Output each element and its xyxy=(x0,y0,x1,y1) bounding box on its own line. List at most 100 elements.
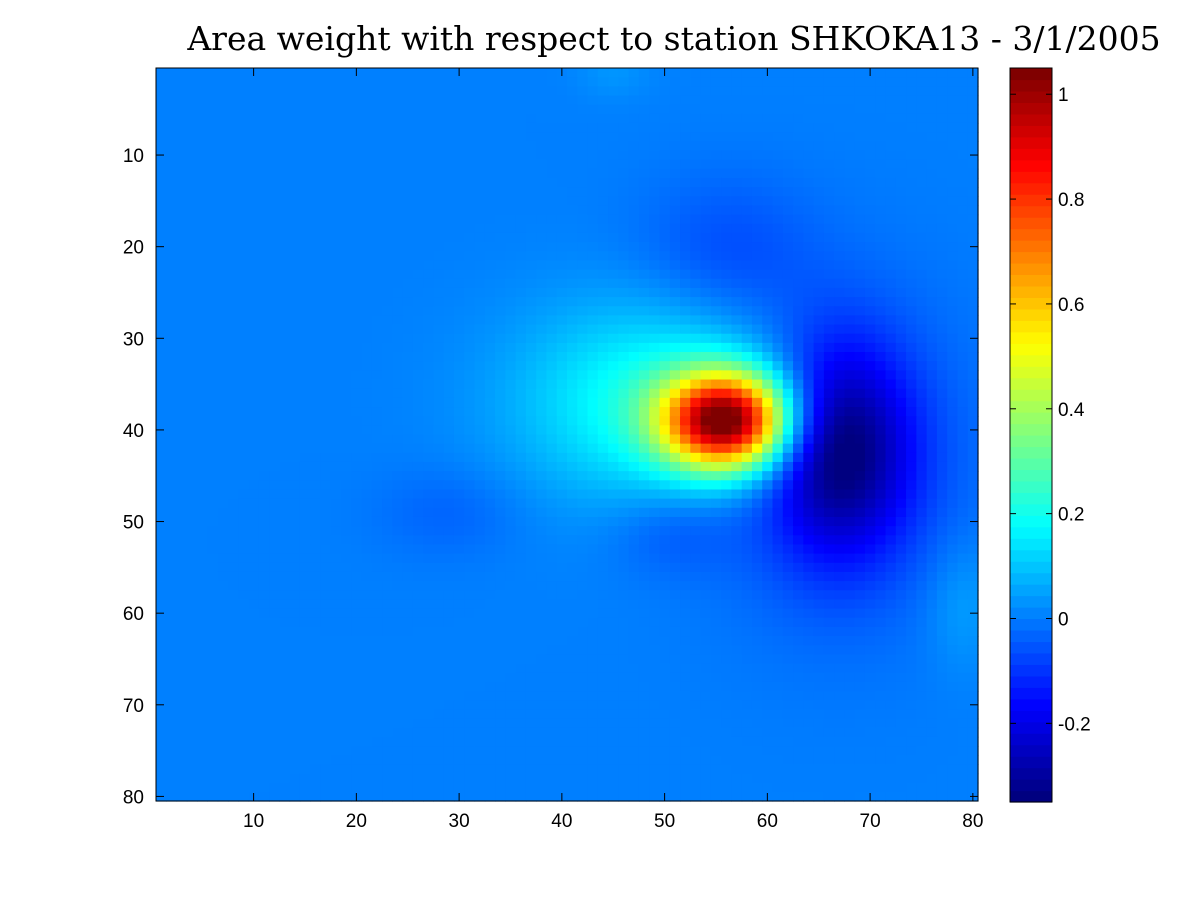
heatmap-cell xyxy=(628,104,640,115)
heatmap-cell xyxy=(834,581,846,591)
heatmap-cell xyxy=(351,86,363,97)
heatmap-cell xyxy=(217,122,229,133)
heatmap-cell xyxy=(299,562,311,573)
heatmap-cell xyxy=(443,196,455,207)
heatmap-cell xyxy=(957,388,969,399)
heatmap-cell xyxy=(916,77,928,87)
heatmap-cell xyxy=(423,434,435,445)
heatmap-cell xyxy=(834,626,846,637)
heatmap-cell xyxy=(844,205,856,216)
heatmap-cell xyxy=(443,260,455,271)
heatmap-cell xyxy=(793,526,804,536)
heatmap-cell xyxy=(772,388,784,399)
heatmap-cell xyxy=(967,223,979,234)
heatmap-cell xyxy=(197,269,208,280)
heatmap-cell xyxy=(392,461,404,472)
heatmap-cell xyxy=(310,590,322,601)
heatmap-cell xyxy=(793,315,804,326)
heatmap-cell xyxy=(618,260,630,271)
heatmap-cell xyxy=(556,223,568,234)
heatmap-cell xyxy=(423,242,435,252)
heatmap-cell xyxy=(186,187,198,197)
heatmap-cell xyxy=(166,388,178,399)
heatmap-cell xyxy=(474,177,486,188)
heatmap-cell xyxy=(690,416,702,426)
heatmap-cell xyxy=(628,461,640,472)
heatmap-cell xyxy=(320,86,332,97)
heatmap-cell xyxy=(382,461,393,472)
heatmap-cell xyxy=(618,553,630,564)
heatmap-cell xyxy=(638,251,650,262)
heatmap-cell xyxy=(957,159,969,170)
heatmap-cell xyxy=(638,581,650,591)
heatmap-cell xyxy=(156,416,167,426)
heatmap-cell xyxy=(721,361,733,371)
heatmap-cell xyxy=(587,315,599,326)
heatmap-cell xyxy=(608,397,619,408)
heatmap-cell xyxy=(721,461,733,472)
heatmap-cell xyxy=(751,104,763,115)
heatmap-cell xyxy=(710,590,722,601)
heatmap-cell xyxy=(926,168,938,179)
heatmap-cell xyxy=(772,278,784,289)
heatmap-cell xyxy=(495,342,506,353)
heatmap-cell xyxy=(597,480,609,491)
heatmap-cell xyxy=(484,489,496,500)
heatmap-cell xyxy=(320,361,332,371)
heatmap-cell xyxy=(464,260,476,271)
heatmap-cell xyxy=(166,553,178,564)
heatmap-cell xyxy=(864,122,876,133)
heatmap-cell xyxy=(392,342,404,353)
heatmap-cell xyxy=(803,269,815,280)
heatmap-cell xyxy=(464,425,476,436)
heatmap-cell xyxy=(597,132,609,142)
heatmap-cell xyxy=(906,86,917,97)
heatmap-cell xyxy=(484,553,496,564)
heatmap-cell xyxy=(310,159,322,170)
heatmap-cell xyxy=(340,636,352,646)
heatmap-cell xyxy=(947,315,959,326)
heatmap-cell xyxy=(269,535,280,546)
heatmap-cell xyxy=(289,571,301,582)
heatmap-cell xyxy=(474,544,486,555)
heatmap-cell xyxy=(782,361,794,371)
heatmap-cell xyxy=(351,205,363,216)
heatmap-cell xyxy=(597,544,609,555)
heatmap-cell xyxy=(690,352,702,362)
heatmap-cell xyxy=(299,480,311,491)
heatmap-cell xyxy=(320,608,332,619)
heatmap-cell xyxy=(926,480,938,491)
heatmap-cell xyxy=(844,95,856,106)
heatmap-cell xyxy=(741,278,753,289)
heatmap-cell xyxy=(392,516,404,527)
heatmap-cell xyxy=(751,425,763,436)
heatmap-cell xyxy=(844,306,856,316)
heatmap-cell xyxy=(659,159,671,170)
heatmap-cell xyxy=(618,68,630,78)
heatmap-cell xyxy=(382,636,393,646)
heatmap-cell xyxy=(484,636,496,646)
heatmap-cell xyxy=(495,461,506,472)
heatmap-cell xyxy=(443,269,455,280)
heatmap-cell xyxy=(618,544,630,555)
heatmap-cell xyxy=(659,434,671,445)
heatmap-cell xyxy=(875,113,887,124)
heatmap-cell xyxy=(443,306,455,316)
heatmap-cell xyxy=(618,104,630,115)
heatmap-cell xyxy=(556,86,568,97)
heatmap-cell xyxy=(238,187,250,197)
heatmap-cell xyxy=(680,388,691,399)
heatmap-cell xyxy=(710,544,722,555)
heatmap-cell xyxy=(310,196,322,207)
heatmap-cell xyxy=(197,636,208,646)
heatmap-cell xyxy=(587,452,599,463)
heatmap-cell xyxy=(443,617,455,628)
heatmap-cell xyxy=(608,287,619,298)
heatmap-cell xyxy=(916,168,928,179)
heatmap-cell xyxy=(217,95,229,106)
heatmap-cell xyxy=(638,150,650,161)
heatmap-cell xyxy=(248,232,260,243)
heatmap-cell xyxy=(782,333,794,344)
heatmap-cell xyxy=(803,214,815,225)
heatmap-cell xyxy=(577,388,589,399)
